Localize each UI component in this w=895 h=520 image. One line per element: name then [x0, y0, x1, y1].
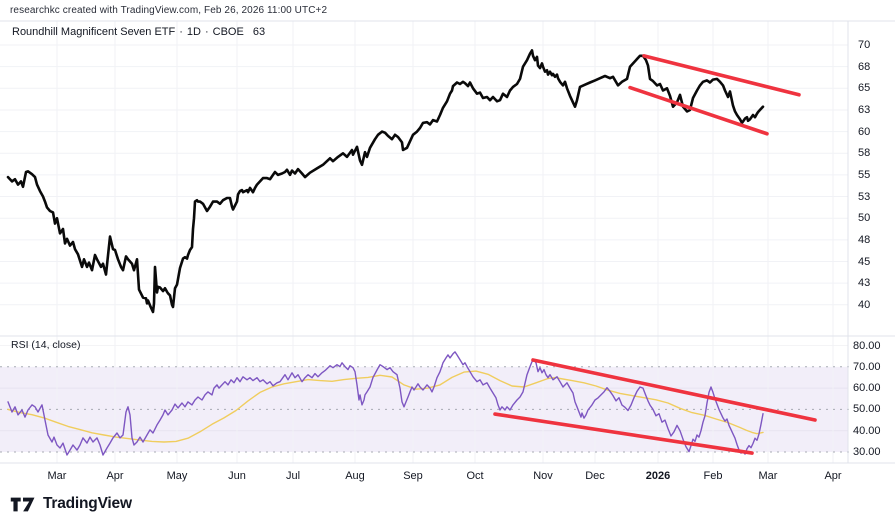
time-axis-label: Sep	[403, 470, 423, 482]
price-axis-label: 48	[858, 233, 871, 246]
rsi-axis-label: 80.00	[853, 339, 881, 352]
footer: TradingView	[10, 494, 132, 514]
price-axis-label: 43	[858, 277, 871, 290]
legend-separator: ·	[204, 26, 209, 38]
time-axis-label: Nov	[533, 470, 553, 482]
last-price-value: 63	[252, 26, 266, 38]
rsi-axis-label: 70.00	[853, 360, 881, 373]
price-axis-label: 58	[858, 147, 871, 160]
price-axis-label: 65	[858, 82, 871, 95]
time-axis-label: 2026	[645, 470, 671, 482]
time-axis-label: May	[166, 470, 188, 482]
time-axis-label: Jul	[285, 470, 301, 482]
price-axis-label: 55	[858, 168, 871, 181]
exchange-label[interactable]: CBOE	[212, 26, 244, 38]
rsi-axis-label: 60.00	[853, 382, 881, 395]
symbol-legend[interactable]: Roundhill Magnificent Seven ETF · 1D · CBOE 6…	[12, 26, 265, 38]
price-axis-label: 68	[858, 60, 871, 73]
price-axis-label: 70	[858, 39, 871, 51]
rsi-ma-line	[7, 370, 764, 443]
rsi-axis-label: 30.00	[853, 446, 881, 458]
attribution-text: researchkc created with TradingView.com,…	[10, 5, 328, 16]
price-line	[6, 49, 765, 314]
time-axis-label: Apr	[824, 470, 842, 482]
symbol-title[interactable]: Roundhill Magnificent Seven ETF	[12, 26, 176, 38]
price-axis-label: 50	[858, 212, 871, 225]
rsi-trendline-upper-channel[interactable]	[531, 358, 817, 422]
rsi-line	[7, 351, 764, 456]
price-trendline-upper-channel[interactable]	[642, 54, 801, 97]
rsi-axis-label: 50.00	[853, 403, 881, 416]
time-axis-label: Mar	[47, 470, 67, 482]
rsi-indicator-legend[interactable]: RSI (14, close)	[11, 339, 81, 351]
price-axis-label: 53	[858, 190, 871, 203]
price-trendline-lower-channel[interactable]	[628, 85, 769, 136]
time-axis-label: Apr	[106, 470, 124, 482]
price-axis-label: 60	[858, 125, 871, 138]
time-axis-label: Oct	[466, 470, 484, 482]
tradingview-wordmark[interactable]: TradingView	[43, 495, 132, 512]
time-axis-label: Feb	[703, 470, 723, 482]
time-axis-label: Jun	[228, 470, 246, 482]
rsi-axis-label: 40.00	[853, 424, 881, 437]
interval-label[interactable]: 1D	[186, 26, 201, 38]
rsi-trendline-lower-channel[interactable]	[493, 412, 754, 455]
legend-separator: ·	[179, 26, 183, 38]
time-axis-label: Dec	[585, 470, 605, 482]
tradingview-logo-icon[interactable]	[10, 496, 36, 513]
price-axis-label: 63	[858, 103, 871, 116]
price-axis-label: 45	[858, 255, 871, 268]
time-axis-label: Aug	[345, 470, 365, 482]
time-axis-label: Mar	[758, 470, 778, 482]
price-axis-label: 40	[858, 298, 871, 311]
